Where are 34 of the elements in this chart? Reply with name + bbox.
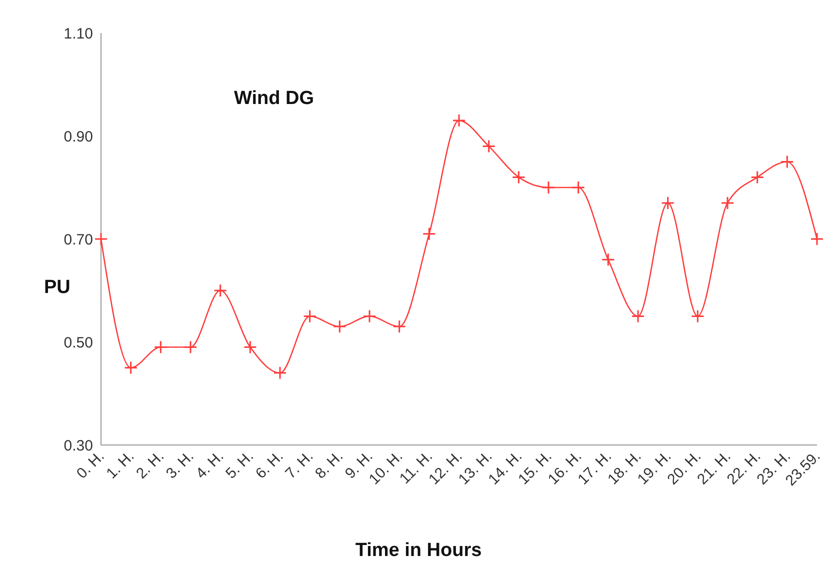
point: [422, 227, 436, 241]
text: Wind DG: [234, 88, 314, 110]
point: [750, 170, 764, 184]
point: [631, 310, 645, 323]
point: [184, 340, 198, 354]
point: [303, 310, 317, 323]
point: [154, 340, 168, 354]
point: [214, 284, 228, 298]
point: [661, 196, 675, 210]
point: [512, 170, 526, 184]
y-axis-title: PU: [44, 277, 70, 299]
point: [542, 180, 556, 194]
point: [243, 340, 257, 354]
y-tick-label: 0.90: [64, 128, 93, 146]
point: [601, 252, 615, 266]
point: [362, 310, 376, 323]
y-tick-label: 1.10: [64, 25, 93, 42]
point: [810, 232, 824, 246]
x-axis-title: Time in Hours: [354, 540, 483, 562]
x-tick-label: 5. H.: [222, 448, 257, 482]
point: [572, 180, 586, 194]
point: [273, 366, 287, 380]
y-tick-label: 0.50: [64, 334, 93, 352]
point: [720, 196, 734, 210]
point: [780, 155, 794, 168]
y-tick-label: 0.70: [64, 231, 93, 248]
y-tick-label: 0.30: [64, 437, 93, 454]
point: [332, 320, 346, 334]
point: [94, 232, 108, 246]
point: [482, 140, 496, 154]
point: [124, 361, 138, 374]
point: [690, 310, 704, 323]
point: [392, 320, 406, 334]
point: [452, 114, 466, 128]
